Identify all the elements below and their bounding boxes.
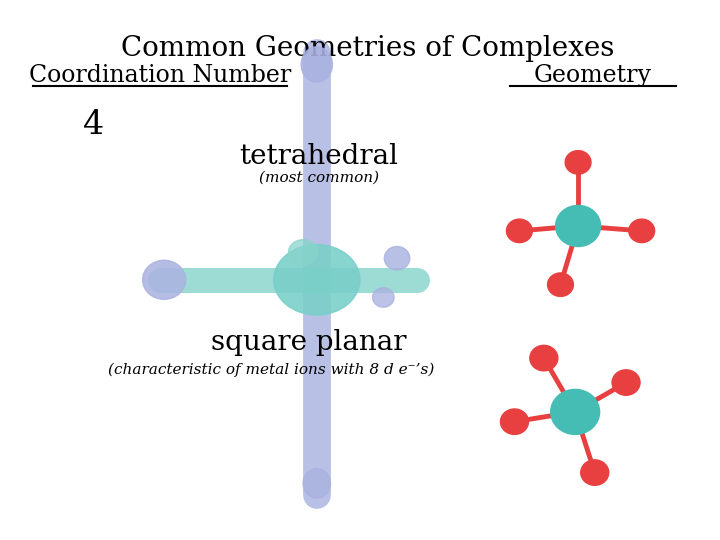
Ellipse shape — [372, 288, 394, 307]
Ellipse shape — [301, 47, 333, 82]
Ellipse shape — [289, 240, 318, 265]
Ellipse shape — [565, 151, 591, 174]
Ellipse shape — [143, 260, 186, 299]
Ellipse shape — [530, 346, 558, 371]
Ellipse shape — [384, 247, 410, 270]
Ellipse shape — [548, 273, 573, 296]
Ellipse shape — [551, 389, 600, 434]
Ellipse shape — [274, 245, 360, 315]
Ellipse shape — [506, 219, 532, 242]
Ellipse shape — [581, 460, 608, 485]
Text: Common Geometries of Complexes: Common Geometries of Complexes — [121, 35, 614, 62]
Ellipse shape — [556, 205, 600, 247]
Text: 4: 4 — [83, 109, 104, 140]
Text: tetrahedral: tetrahedral — [239, 143, 398, 170]
Text: square planar: square planar — [211, 329, 407, 356]
Text: Coordination Number: Coordination Number — [29, 64, 292, 87]
Text: Geometry: Geometry — [534, 64, 652, 87]
Text: (most common): (most common) — [258, 170, 379, 184]
Ellipse shape — [500, 409, 528, 434]
Ellipse shape — [303, 469, 330, 498]
Ellipse shape — [612, 370, 640, 395]
Text: (characteristic of metal ions with 8 d e⁻’s): (characteristic of metal ions with 8 d e… — [108, 363, 435, 377]
Ellipse shape — [629, 219, 654, 242]
